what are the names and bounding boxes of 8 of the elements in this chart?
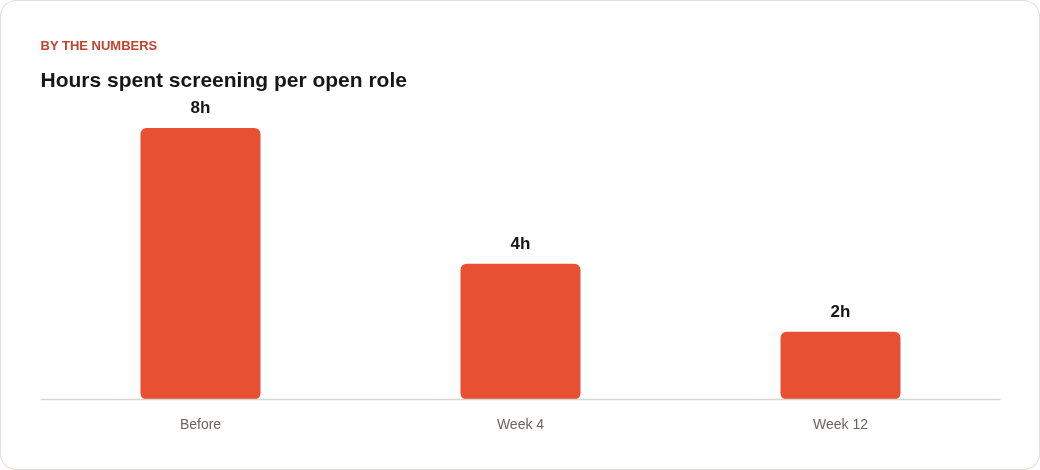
x-tick-label: Before (179, 415, 222, 432)
chart-title: Hours spent screening per open role (40, 67, 407, 91)
x-tick-label: Week 4 (496, 415, 545, 432)
x-tick-label: Week 12 (813, 415, 869, 432)
data-label: 8h (190, 98, 211, 118)
chart-subtitle: BY THE NUMBERS (40, 37, 158, 53)
data-label: 4h (510, 233, 531, 253)
data-label: 2h (830, 301, 851, 321)
